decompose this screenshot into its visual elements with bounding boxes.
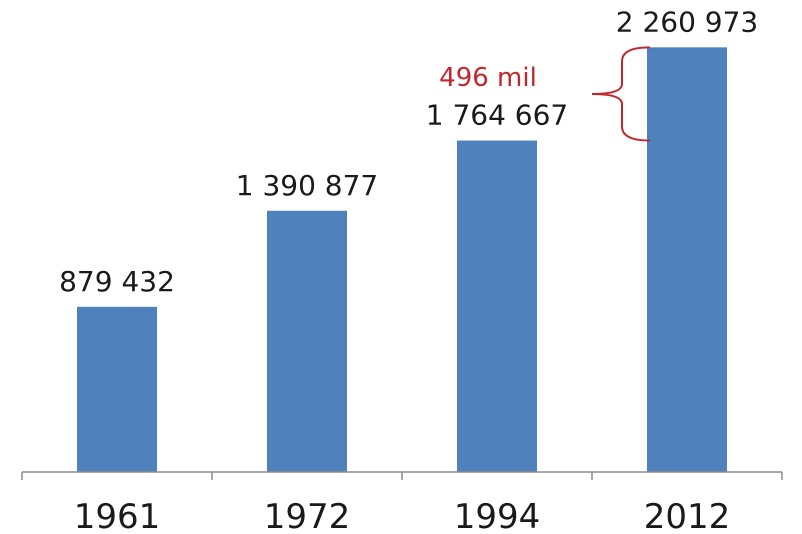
bar-1994	[457, 140, 537, 472]
value-label-2012: 2 260 973	[616, 5, 759, 38]
tick-label-1961: 1961	[74, 497, 161, 534]
annotation-label: 496 mil	[439, 63, 537, 93]
bar-2012	[647, 47, 727, 472]
value-labels-group: 879 432 1 390 877 1 764 667 2 260 973	[59, 5, 758, 297]
tick-label-2012: 2012	[644, 497, 731, 534]
bar-1972	[267, 210, 347, 472]
tick-label-1972: 1972	[264, 497, 351, 534]
tick-label-1994: 1994	[454, 497, 541, 534]
bar-1961	[77, 306, 157, 472]
x-axis-tick-labels: 1961 1972 1994 2012	[74, 497, 731, 534]
difference-annotation: 496 mil	[439, 46, 651, 142]
value-label-1994: 1 764 667	[426, 99, 569, 132]
x-axis-ticks	[21, 472, 783, 480]
curly-brace-icon	[591, 46, 651, 142]
value-label-1961: 879 432	[59, 265, 175, 298]
value-label-1972: 1 390 877	[236, 169, 379, 202]
bars-group	[77, 47, 727, 472]
